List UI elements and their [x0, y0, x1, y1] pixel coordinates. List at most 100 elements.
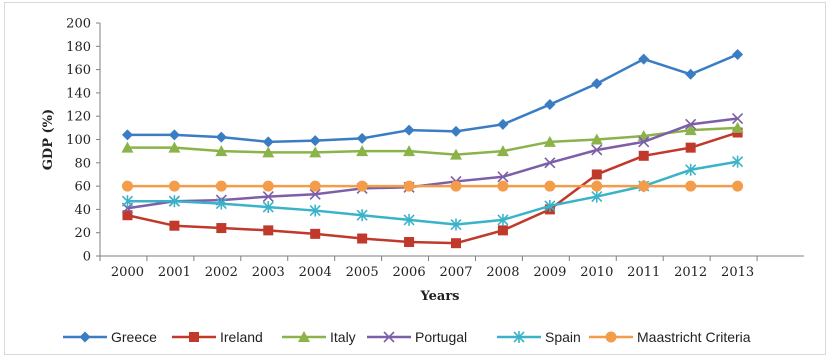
data-point-ireland	[404, 237, 415, 248]
data-point-greece	[732, 48, 744, 60]
data-point-portugal	[732, 112, 744, 125]
legend-marker	[189, 332, 199, 342]
y-tick-label: 40	[74, 203, 91, 218]
x-tick-label: 2002	[205, 265, 238, 280]
legend-item-greece: Greece	[63, 329, 157, 345]
data-point-maastricht-criteria	[309, 180, 321, 192]
data-point-maastricht-criteria	[168, 180, 180, 192]
data-point-greece	[591, 78, 603, 90]
legend-marker	[383, 331, 395, 343]
y-tick-label: 20	[74, 226, 91, 241]
data-point-spain	[450, 218, 462, 231]
x-tick-label: 2013	[721, 265, 754, 280]
data-point-spain	[309, 204, 321, 217]
y-tick-label: 140	[66, 86, 91, 101]
data-point-maastricht-criteria	[262, 180, 274, 192]
data-point-maastricht-criteria	[591, 180, 603, 192]
series-greece	[121, 48, 744, 148]
data-point-portugal	[591, 144, 603, 156]
x-tick-label: 2006	[393, 265, 426, 280]
data-point-spain	[121, 195, 134, 208]
data-point-italy	[121, 141, 134, 153]
data-point-spain	[732, 155, 744, 168]
data-point-italy	[590, 133, 603, 145]
data-point-maastricht-criteria	[638, 180, 650, 192]
data-point-spain	[591, 190, 603, 203]
data-point-italy	[731, 121, 744, 133]
data-point-maastricht-criteria	[215, 180, 227, 192]
x-tick-label: 2007	[439, 265, 472, 280]
data-point-greece	[262, 136, 274, 148]
data-point-ireland	[497, 225, 508, 236]
legend-item-maastricht-criteria: Maastricht Criteria	[589, 329, 751, 345]
series-line-italy	[127, 126, 738, 156]
data-point-italy	[168, 141, 181, 153]
y-tick-label: 100	[66, 133, 91, 148]
data-point-maastricht-criteria	[121, 180, 133, 192]
series-spain	[121, 155, 744, 231]
data-point-italy	[356, 145, 369, 157]
legend-label: Maastricht Criteria	[637, 329, 751, 345]
data-point-maastricht-criteria	[356, 180, 368, 192]
series-layer	[121, 48, 744, 249]
data-point-spain	[215, 197, 227, 210]
legend-label: Portugal	[415, 329, 467, 345]
x-tick-label: 2009	[533, 265, 566, 280]
legend-label: Spain	[545, 329, 581, 345]
data-point-ireland	[310, 228, 321, 239]
y-tick-labels: 0 20 40 60 80 100 120 140 160 180 200	[66, 17, 100, 265]
x-tick-label: 2011	[627, 265, 660, 280]
y-tick-label: 80	[74, 156, 91, 171]
data-point-greece	[450, 125, 462, 137]
legend-marker	[79, 331, 91, 343]
series-portugal	[121, 112, 744, 214]
data-point-spain	[262, 201, 274, 214]
y-tick-label: 120	[66, 110, 91, 125]
data-point-maastricht-criteria	[685, 180, 697, 192]
data-point-spain	[497, 213, 509, 226]
data-point-maastricht-criteria	[403, 180, 415, 192]
data-point-maastricht-criteria	[497, 180, 509, 192]
legend-marker	[298, 331, 310, 342]
data-point-italy	[684, 124, 697, 136]
legend-label: Greece	[111, 329, 157, 345]
y-axis-title: GDP (%)	[41, 109, 56, 170]
series-line-spain	[127, 160, 738, 226]
x-axis-title: Years	[419, 289, 459, 304]
data-point-ireland	[216, 223, 227, 234]
legend-item-spain: Spain	[497, 329, 581, 345]
data-point-italy	[262, 146, 275, 158]
data-point-ireland	[122, 210, 133, 221]
y-tick-label: 60	[74, 180, 91, 195]
data-point-spain	[168, 195, 180, 208]
data-point-italy	[496, 145, 509, 157]
data-point-portugal	[638, 136, 650, 148]
data-point-ireland	[451, 238, 461, 249]
x-tick-label: 2003	[252, 265, 285, 280]
data-point-maastricht-criteria	[732, 180, 744, 192]
data-point-greece	[309, 135, 321, 147]
x-tick-label: 2001	[158, 265, 191, 280]
legend-item-portugal: Portugal	[367, 329, 467, 345]
legend-label: Ireland	[220, 329, 263, 345]
data-point-greece	[168, 129, 180, 141]
data-point-greece	[497, 118, 509, 130]
legend-label: Italy	[330, 329, 356, 345]
x-tick-label: 2000	[111, 265, 144, 280]
data-point-italy	[215, 145, 228, 157]
x-tick-label: 2010	[580, 265, 613, 280]
data-point-italy	[309, 146, 322, 158]
chart-frame	[4, 2, 826, 355]
data-point-ireland	[685, 142, 696, 153]
data-point-greece	[685, 68, 697, 80]
data-point-portugal	[262, 191, 274, 203]
data-point-portugal	[685, 118, 697, 130]
legend-item-italy: Italy	[282, 329, 356, 345]
data-point-spain	[356, 209, 368, 222]
x-tick-labels: 2000 2001 2002 2003 2004 2005 2006 2007 2008 2009…	[99, 256, 758, 280]
data-point-portugal	[544, 157, 556, 169]
series-ireland	[122, 127, 743, 249]
data-point-spain	[544, 199, 556, 212]
series-line-portugal	[127, 117, 738, 210]
